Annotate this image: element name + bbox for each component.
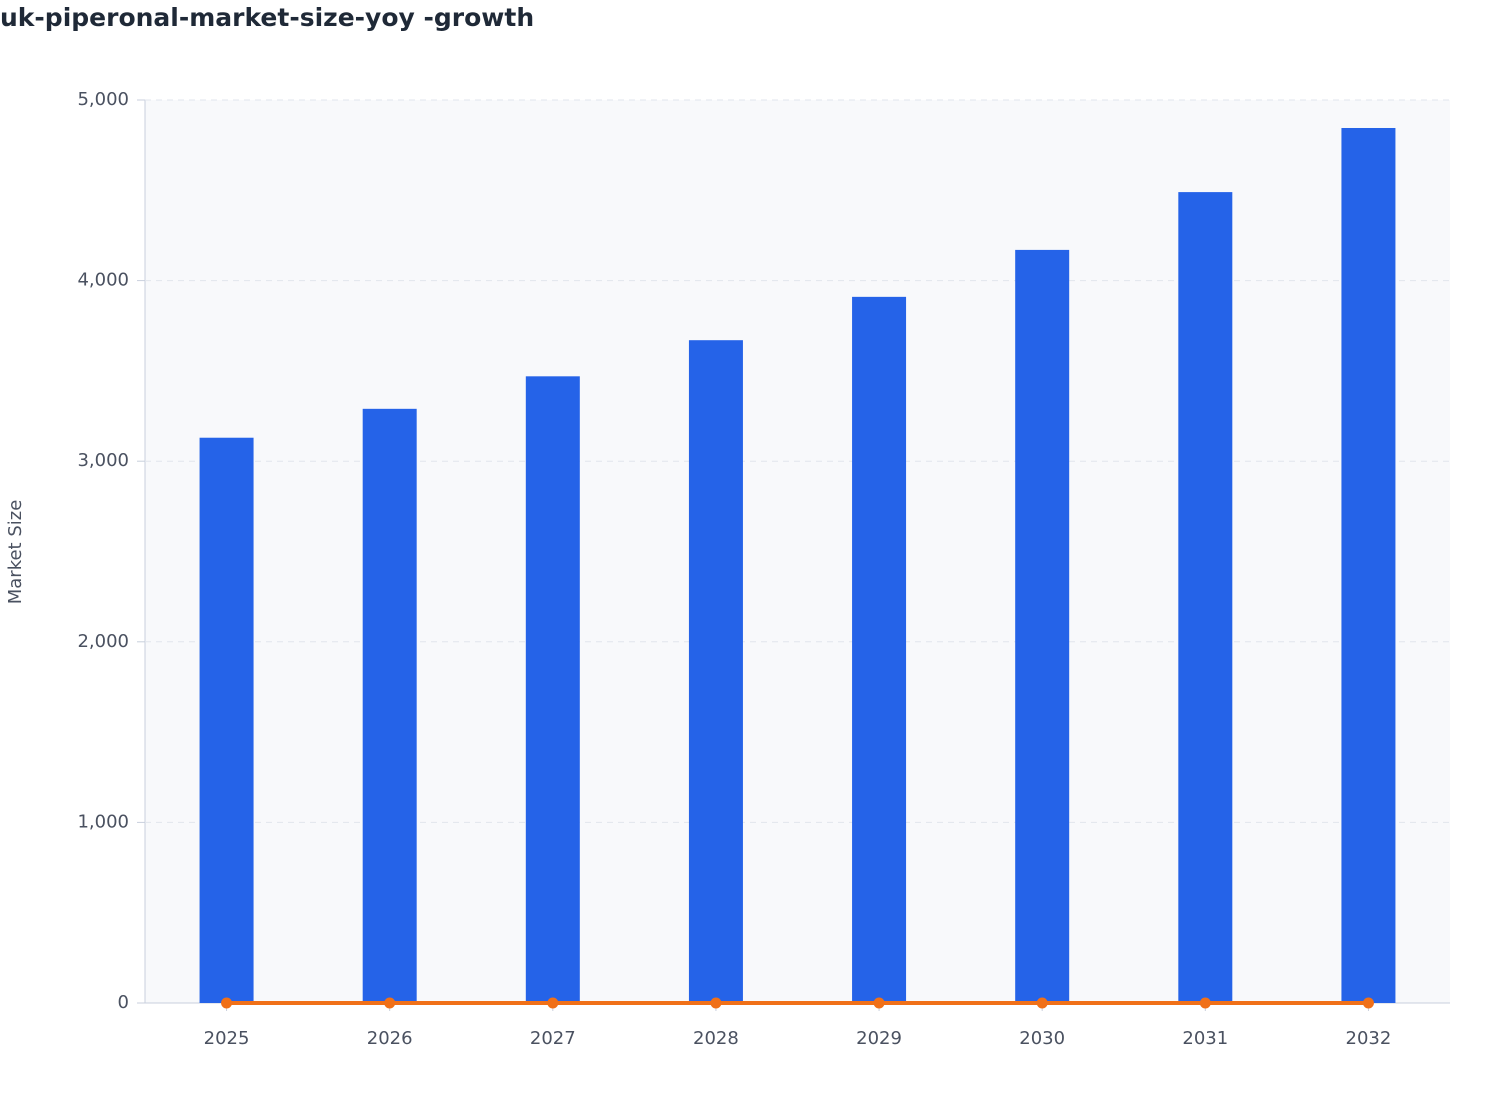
- plot-area: [145, 100, 1450, 1003]
- bar: [1015, 249, 1070, 1003]
- line-point: [547, 997, 559, 1009]
- y-tick-label: 1,000: [77, 811, 129, 832]
- x-tick-label: 2029: [856, 1028, 902, 1049]
- x-tick-label: 2030: [1019, 1028, 1065, 1049]
- line-point: [1362, 997, 1374, 1009]
- y-tick-label: 0: [118, 992, 129, 1013]
- x-tick-label: 2027: [530, 1028, 576, 1049]
- chart-title: uk-piperonal-market-size-yoy -growth: [0, 3, 534, 32]
- y-tick-label: 2,000: [77, 631, 129, 652]
- x-tick-label: 2025: [204, 1028, 250, 1049]
- line-point: [384, 997, 396, 1009]
- line-point: [873, 997, 885, 1009]
- bar: [525, 376, 580, 1003]
- line-point: [1199, 997, 1211, 1009]
- line-point: [221, 997, 233, 1009]
- bar: [688, 340, 743, 1003]
- y-axis-label: Market Size: [5, 500, 26, 605]
- bar: [362, 408, 417, 1003]
- bar: [852, 296, 907, 1003]
- bar: [1341, 127, 1396, 1004]
- bar: [199, 437, 254, 1003]
- y-tick-label: 5,000: [77, 89, 129, 110]
- x-tick-label: 2031: [1182, 1028, 1228, 1049]
- bar: [1178, 192, 1233, 1003]
- line-point: [710, 997, 722, 1009]
- x-tick-label: 2032: [1346, 1028, 1392, 1049]
- y-tick-label: 3,000: [77, 450, 129, 471]
- x-tick-label: 2028: [693, 1028, 739, 1049]
- x-tick-label: 2026: [367, 1028, 413, 1049]
- y-tick-label: 4,000: [77, 270, 129, 291]
- line-point: [1036, 997, 1048, 1009]
